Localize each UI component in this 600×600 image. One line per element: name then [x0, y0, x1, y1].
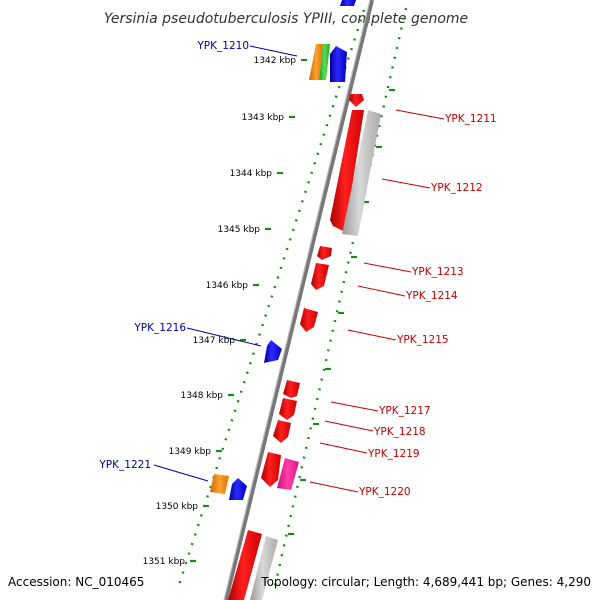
accession-text: Accession: NC_010465 [8, 575, 144, 589]
gene-label-ypk-1218[interactable]: YPK_1218 [373, 426, 426, 438]
gene-arrow-forward[interactable] [283, 380, 300, 398]
gene-arrow-reverse[interactable] [264, 340, 282, 363]
gene-green[interactable] [319, 44, 330, 80]
scale-label: 1349 kbp [169, 447, 212, 457]
scale-label: 1347 kbp [193, 336, 236, 346]
gene-label-ypk-1214[interactable]: YPK_1214 [405, 290, 458, 302]
gene-label-ypk-1210[interactable]: YPK_1210 [196, 40, 249, 52]
scale-label: 1351 kbp [143, 557, 186, 567]
genome-backbone [224, 0, 374, 600]
leader-line [249, 45, 298, 57]
map-title: Yersinia pseudotuberculosis YPIII, compl… [104, 11, 468, 27]
leader-line [186, 327, 262, 347]
gene-label-ypk-1220[interactable]: YPK_1220 [358, 486, 411, 498]
gene-orange[interactable] [210, 474, 229, 494]
leader-line [363, 262, 412, 273]
gene-label-ypk-1211[interactable]: YPK_1211 [444, 113, 497, 125]
topology-text: Topology: circular; Length: 4,689,441 bp… [260, 575, 591, 589]
gene-features [210, 0, 381, 600]
gene-magenta[interactable] [277, 458, 299, 490]
gene-label-ypk-1221[interactable]: YPK_1221 [98, 459, 151, 471]
gene-arrow-forward[interactable] [228, 530, 262, 600]
gene-arrow-forward[interactable] [317, 246, 332, 260]
scale-label: 1344 kbp [230, 169, 273, 179]
right-dotted-ring [272, 7, 408, 591]
scale-label: 1343 kbp [242, 113, 285, 123]
gene-arrow-forward[interactable] [349, 94, 364, 107]
gene-arrow-reverse[interactable] [330, 46, 347, 82]
left-dotted-ring [177, 9, 366, 586]
leader-line [309, 481, 359, 493]
gene-arrow-forward[interactable] [279, 398, 297, 420]
gene-label-ypk-1219[interactable]: YPK_1219 [367, 448, 420, 460]
gene-pseudo-gray[interactable] [250, 536, 278, 600]
leader-line [319, 442, 368, 454]
leader-lines [153, 45, 445, 493]
scale-label: 1345 kbp [218, 225, 261, 235]
genome-backbone-highlight [223, 0, 371, 600]
gene-label-ypk-1216[interactable]: YPK_1216 [133, 322, 186, 334]
scale-label: 1348 kbp [181, 391, 224, 401]
gene-label-ypk-1215[interactable]: YPK_1215 [396, 334, 449, 346]
gene-label-ypk-1213[interactable]: YPK_1213 [411, 266, 464, 278]
gene-pseudo-gray[interactable] [342, 110, 381, 236]
leader-line [324, 420, 374, 432]
gene-arrow-forward[interactable] [300, 308, 318, 332]
leader-line [357, 285, 406, 297]
scale-label: 1346 kbp [206, 281, 249, 291]
gene-arrow-forward[interactable] [273, 420, 291, 443]
gene-arrow-forward[interactable] [311, 263, 329, 290]
scale-label: 1350 kbp [156, 502, 199, 512]
gene-label-ypk-1212[interactable]: YPK_1212 [430, 182, 483, 194]
gene-arrow-forward[interactable] [330, 110, 364, 232]
leader-line [153, 464, 209, 482]
gene-orange[interactable] [309, 44, 323, 80]
scale-group: 1342 kbp 1343 kbp 1344 kbp 1345 kbp 1346… [143, 56, 395, 567]
gene-label-ypk-1217[interactable]: YPK_1217 [378, 405, 431, 417]
gene-labels: YPK_1210 YPK_1216 YPK_1221 YPK_1211 YPK_… [98, 40, 496, 498]
leader-line [381, 178, 431, 189]
leader-line [330, 401, 379, 412]
gene-arrow-reverse[interactable] [340, 0, 356, 6]
leader-line [395, 109, 445, 120]
scale-label: 1342 kbp [254, 56, 297, 66]
leader-line [347, 329, 397, 341]
gene-arrow-forward[interactable] [261, 452, 281, 487]
gene-arrow-reverse[interactable] [229, 478, 247, 500]
